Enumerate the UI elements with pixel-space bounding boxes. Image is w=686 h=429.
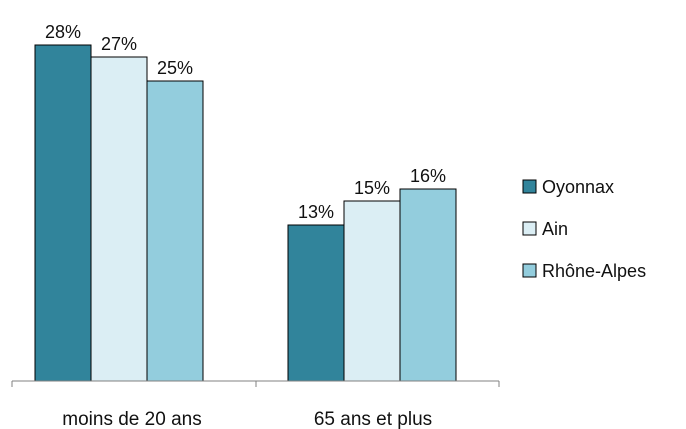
category-label-1: 65 ans et plus xyxy=(314,409,432,429)
category-labels-layer: moins de 20 ans 65 ans et plus xyxy=(62,409,432,429)
bar-rhone-alpes-0 xyxy=(146,80,204,382)
value-label-rhone-alpes-1: 16% xyxy=(410,166,446,186)
legend-label-oyonnax: Oyonnax xyxy=(542,177,614,197)
bars-layer xyxy=(34,44,457,382)
legend-label-ain: Ain xyxy=(542,219,568,239)
x-axis-ticks xyxy=(11,381,500,387)
bar-oyonnax-1 xyxy=(287,224,345,382)
legend-swatch-rhone-alpes xyxy=(522,263,537,278)
bar-ain-0 xyxy=(90,56,148,382)
value-label-oyonnax-0: 28% xyxy=(45,22,81,42)
legend-swatch-ain xyxy=(522,221,537,236)
value-label-oyonnax-1: 13% xyxy=(298,202,334,222)
value-labels-layer: 28% 27% 25% 13% 15% 16% xyxy=(45,22,446,222)
bar-rhone-alpes-1 xyxy=(399,188,457,382)
bar-ain-1 xyxy=(343,200,401,382)
category-label-0: moins de 20 ans xyxy=(62,409,201,429)
legend: Oyonnax Ain Rhône-Alpes xyxy=(522,177,646,281)
value-label-ain-1: 15% xyxy=(354,178,390,198)
value-label-ain-0: 27% xyxy=(101,34,137,54)
bar-oyonnax-0 xyxy=(34,44,92,382)
value-label-rhone-alpes-0: 25% xyxy=(157,58,193,78)
legend-swatch-oyonnax xyxy=(522,179,537,194)
legend-label-rhone-alpes: Rhône-Alpes xyxy=(542,261,646,281)
